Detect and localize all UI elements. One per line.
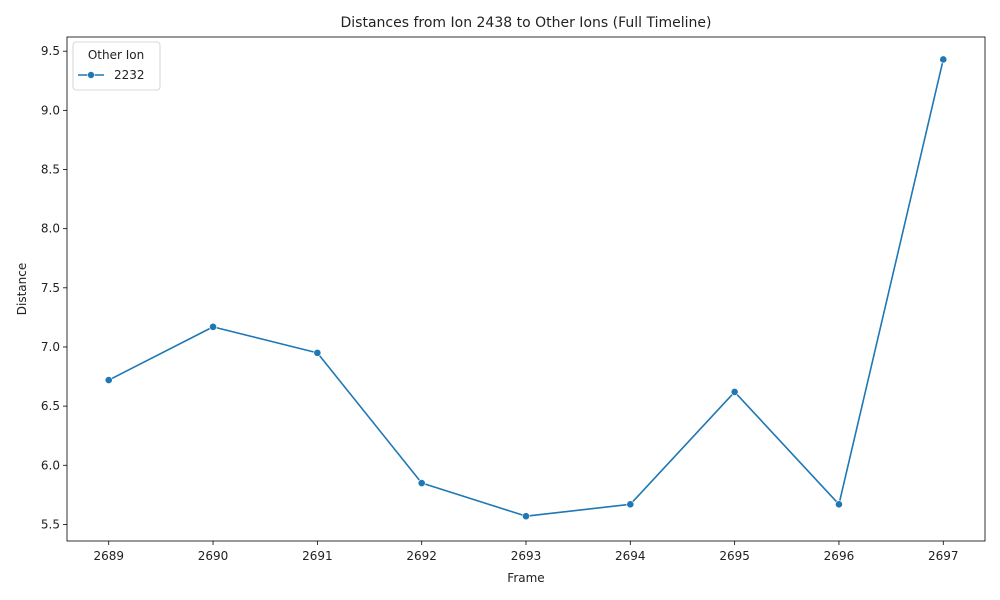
y-tick-label: 6.0 — [41, 458, 60, 472]
y-tick-label: 7.0 — [41, 340, 60, 354]
data-point — [313, 348, 322, 357]
y-tick-label: 8.5 — [41, 163, 60, 177]
data-point — [417, 479, 426, 487]
legend: Other Ion 2232 — [72, 41, 161, 91]
x-tick-label: 2697 — [928, 549, 959, 563]
data-point — [626, 500, 635, 509]
x-tick-label: 2696 — [824, 549, 855, 563]
y-tick-label: 9.0 — [41, 103, 60, 117]
x-tick-label: 2689 — [93, 549, 124, 563]
y-tick-label: 6.5 — [41, 399, 60, 413]
data-point — [522, 512, 530, 521]
data-point — [209, 322, 217, 331]
data-point — [835, 500, 843, 509]
x-tick-label: 2692 — [406, 549, 437, 563]
y-tick-label: 9.5 — [41, 44, 60, 58]
data-point — [939, 55, 948, 64]
y-tick-label: 7.5 — [41, 281, 60, 295]
x-tick-label: 2693 — [511, 549, 542, 563]
x-tick-label: 2691 — [302, 549, 333, 563]
legend-marker-swatch — [87, 71, 95, 79]
y-tick-label: 5.5 — [41, 517, 60, 531]
x-tick-label: 2694 — [615, 549, 646, 563]
data-point — [104, 376, 113, 384]
legend-entry-2232: 2232 — [114, 68, 145, 82]
y-tick-label: 8.0 — [41, 222, 60, 236]
y-axis-title: Distance — [15, 263, 29, 315]
x-tick-label: 2695 — [719, 549, 750, 563]
plot-area: 2689 2690 2691 2692 2693 2694 2695 2696 2697 5.5 6… — [41, 44, 959, 563]
chart-title: Distances from Ion 2438 to Other Ions (F… — [341, 15, 712, 31]
x-tick-label: 2690 — [198, 549, 229, 563]
data-point — [730, 388, 739, 396]
x-axis-title: Frame — [507, 571, 544, 585]
legend-box — [72, 41, 161, 91]
legend-title: Other Ion — [88, 48, 144, 62]
plot-frame — [66, 36, 986, 542]
